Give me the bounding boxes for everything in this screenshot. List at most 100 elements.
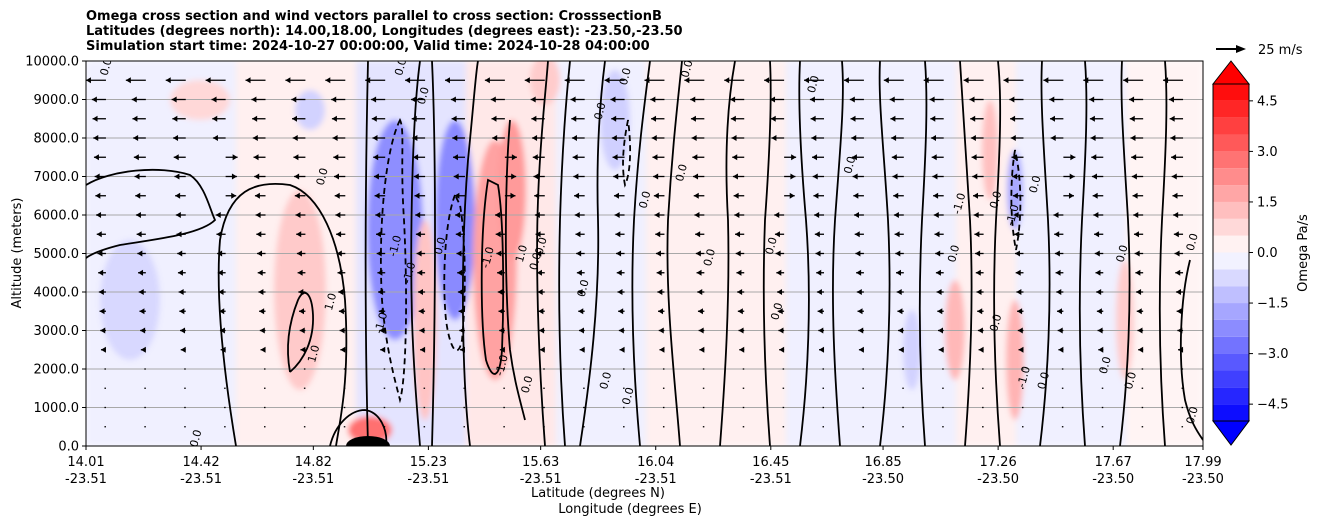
contour-label: 0.0 <box>805 74 822 94</box>
contour-line-minus-one <box>380 117 407 404</box>
wind-vector-head <box>1129 115 1135 122</box>
colorbar-segment <box>1213 134 1249 152</box>
contour-label: 0.0 <box>533 236 550 256</box>
wind-vector-head <box>814 231 820 238</box>
wind-vector-head <box>1014 231 1020 238</box>
colorbar-segment <box>1213 319 1249 337</box>
wind-vector-head <box>256 231 262 238</box>
wind-vector-head <box>415 231 421 238</box>
wind-vector-head <box>411 115 417 122</box>
wind-vector-head <box>375 231 381 238</box>
wind-vector-head <box>532 154 538 161</box>
wind-vector-head <box>730 115 736 122</box>
wind-vector-head <box>617 289 623 295</box>
contour-line-one <box>287 291 314 373</box>
wind-vector-head <box>1017 308 1023 315</box>
wind-vector-head <box>532 135 538 141</box>
colorbar-segment <box>1213 218 1249 236</box>
wind-vector-head <box>444 77 450 84</box>
wind-vector-head <box>1137 327 1143 334</box>
x-tick-label-lon: -23.50 <box>1092 472 1134 487</box>
wind-vector-head <box>533 173 539 180</box>
wind-vector-head <box>1130 135 1136 141</box>
wind-vector-head <box>818 327 824 334</box>
wind-vector-head <box>538 308 544 315</box>
colorbar: −4.5 −3.0 −1.5 0.0 1.5 3.0 4.5 <box>1211 60 1289 446</box>
contour-label: 0.0 <box>620 386 637 406</box>
wind-vector-head <box>293 154 299 161</box>
wind-vector-head <box>858 327 864 334</box>
wind-vector-head <box>534 212 540 218</box>
wind-vector-head <box>1168 96 1174 103</box>
wind-vector-head <box>416 250 422 257</box>
wind-vector-head <box>690 115 696 122</box>
wind-vector-head <box>738 327 744 334</box>
fill-positive <box>982 100 998 200</box>
contour-label: 0.0 <box>592 101 609 121</box>
contour-line-zero <box>558 61 571 446</box>
wind-vector-head <box>135 212 141 218</box>
x-axis-label-lon: Longitude (degrees E) <box>558 502 702 517</box>
wind-vector-head <box>338 289 344 295</box>
wind-vector-head <box>212 115 218 122</box>
colorbar-segment <box>1213 185 1249 202</box>
wind-vector-head <box>972 192 978 199</box>
wind-vector-head <box>299 308 305 315</box>
colorbar-segment <box>1213 235 1249 253</box>
wind-vector-head <box>255 212 261 218</box>
wind-vector-head <box>604 77 610 84</box>
wind-vector-head <box>1089 96 1095 103</box>
wind-vector-head <box>1093 212 1099 218</box>
wind-vector-head <box>332 135 338 141</box>
wind-vector-head <box>973 212 979 218</box>
wind-vector-head <box>490 96 496 103</box>
wind-vector-head <box>764 77 770 84</box>
wind-vector-head <box>1133 212 1139 218</box>
wind-vector-head <box>1003 77 1009 84</box>
wind-vector-head <box>934 231 940 238</box>
wind-vector-head <box>133 135 139 141</box>
contour-label: -1.0 <box>950 192 968 216</box>
title-line-1: Omega cross section and wind vectors par… <box>86 9 662 24</box>
wind-vector-head <box>415 212 421 218</box>
colorbar-segment <box>1213 117 1249 135</box>
contour-line-zero <box>1039 61 1051 446</box>
wind-vector-head <box>1178 346 1184 353</box>
wind-vector-head <box>898 346 904 353</box>
wind-vector-head <box>653 173 659 180</box>
wind-vector-head <box>497 289 503 295</box>
contour-label: 0.0 <box>519 374 536 394</box>
wind-vector-head <box>1056 289 1062 295</box>
wind-vector-head <box>171 96 177 103</box>
wind-vector-head <box>414 192 420 199</box>
wind-vector-head <box>1056 308 1062 315</box>
wind-vector-head <box>331 96 337 103</box>
wind-vector-head <box>570 96 576 103</box>
fill-negative <box>295 90 325 130</box>
wind-vector-head <box>300 346 306 353</box>
wind-vector-head <box>933 212 939 218</box>
colorbar-segment <box>1213 151 1249 169</box>
wind-vector-head <box>371 115 377 122</box>
wind-vector-head <box>417 289 423 295</box>
contour-line-zero <box>1158 61 1168 446</box>
contour-label: 0.0 <box>987 313 1004 333</box>
wind-vector-head <box>851 135 857 141</box>
y-tick-label: 0.0 <box>58 440 79 455</box>
wind-vector-head <box>217 250 223 257</box>
x-tick-label-lon: -23.51 <box>635 472 677 487</box>
wind-vector-head <box>494 212 500 218</box>
wind-vector-head <box>813 192 819 199</box>
wind-vector-head <box>1096 289 1102 295</box>
wind-vector-head <box>963 77 969 84</box>
wind-vector-head <box>452 135 458 141</box>
wind-vector-head <box>611 115 617 122</box>
wind-vector-head <box>453 173 459 180</box>
contour-line-zero <box>86 168 217 259</box>
contour-label: -1.0 <box>400 261 418 285</box>
wind-vector-head <box>852 173 858 180</box>
wind-vector-head <box>294 173 300 180</box>
wind-vector-head <box>336 250 342 257</box>
contour-line-zero <box>364 61 369 446</box>
wind-vector-head <box>653 192 659 199</box>
